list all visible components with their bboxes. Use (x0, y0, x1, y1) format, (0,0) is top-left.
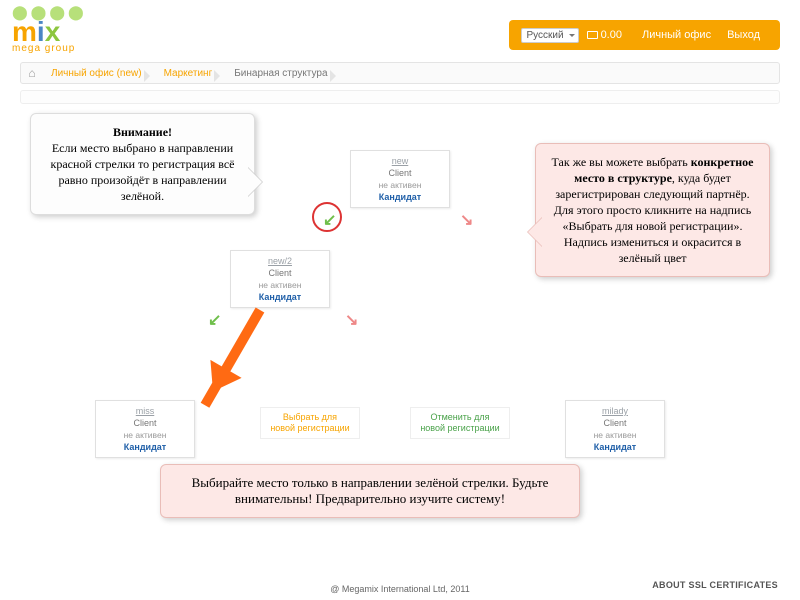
breadcrumb: ⌂ Личный офис (new) Маркетинг Бинарная с… (20, 62, 780, 84)
arrow-right-pink-icon: ↘ (345, 310, 358, 330)
structure-node[interactable]: new/2 Client не активен Кандидат (230, 250, 330, 308)
callout-right: Так же вы можете выбрать конкретное мест… (535, 143, 770, 277)
node-username: new/2 (233, 255, 327, 267)
breadcrumb-item[interactable]: Личный офис (new) (43, 68, 156, 79)
node-client: Client (568, 417, 662, 429)
structure-node[interactable]: milady Client не активен Кандидат (565, 400, 665, 458)
highlight-circle (312, 202, 342, 232)
header: ⬤⬤⬤⬤ mix mega group Русский 0.00 Личный … (0, 0, 800, 60)
callout-left: Внимание! Если место выбрано в направлен… (30, 113, 255, 215)
node-username: miss (98, 405, 192, 417)
breadcrumb-item-current: Бинарная структура (226, 68, 341, 79)
language-select[interactable]: Русский (521, 28, 578, 43)
callout-title: Внимание! (43, 124, 242, 140)
select-slot-link[interactable]: Выбрать для новой регистрации (260, 407, 360, 439)
node-status: не активен (233, 279, 327, 291)
breadcrumb-item[interactable]: Маркетинг (156, 68, 227, 79)
node-username: new (353, 155, 447, 167)
node-status: не активен (98, 429, 192, 441)
structure-node[interactable]: miss Client не активен Кандидат (95, 400, 195, 458)
binary-structure-stage: new Client не активен Кандидат ↙ ↘ new/2… (0, 110, 800, 540)
balance-display: 0.00 (587, 29, 622, 41)
wallet-icon (587, 31, 598, 39)
ssl-cert-link[interactable]: ABOUT SSL CERTIFICATES (652, 580, 778, 590)
logo-text: mix (12, 21, 87, 43)
node-type: Кандидат (98, 441, 192, 453)
node-status: не активен (353, 179, 447, 191)
node-client: Client (98, 417, 192, 429)
sub-panel (20, 90, 780, 104)
node-type: Кандидат (568, 441, 662, 453)
top-nav-bar: Русский 0.00 Личный офис Выход (509, 20, 780, 50)
node-client: Client (233, 267, 327, 279)
callout-bottom: Выбирайте место только в направлении зел… (160, 464, 580, 518)
node-type: Кандидат (353, 191, 447, 203)
arrow-left-green-icon: ↙ (208, 310, 221, 330)
node-type: Кандидат (233, 291, 327, 303)
nav-logout-link[interactable]: Выход (727, 29, 760, 41)
balance-value: 0.00 (601, 29, 622, 41)
logo-subtitle: mega group (12, 43, 87, 54)
node-username: milady (568, 405, 662, 417)
home-icon[interactable]: ⌂ (21, 66, 43, 80)
structure-node[interactable]: new Client не активен Кандидат (350, 150, 450, 208)
node-status: не активен (568, 429, 662, 441)
node-client: Client (353, 167, 447, 179)
arrow-right-pink-icon: ↘ (460, 210, 473, 230)
callout-body: Если место выбрано в направлении красной… (43, 140, 242, 204)
nav-office-link[interactable]: Личный офис (642, 29, 711, 41)
logo: ⬤⬤⬤⬤ mix mega group (12, 4, 87, 54)
cancel-slot-link[interactable]: Отменить для новой регистрации (410, 407, 510, 439)
